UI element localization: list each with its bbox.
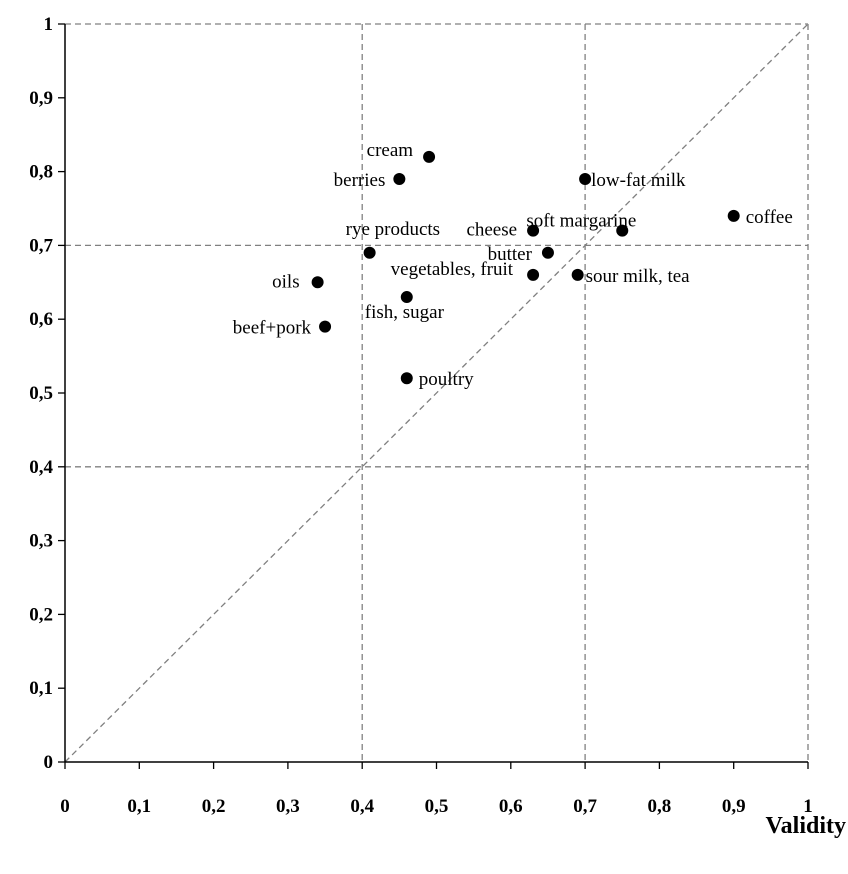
- x-axis-title: Validity: [766, 813, 846, 839]
- x-tick-label: 0,3: [276, 796, 300, 817]
- data-point: [319, 320, 332, 333]
- data-points: cream berries low-fat milk coffee soft marga…: [233, 140, 793, 390]
- y-tick-label: 0,6: [29, 309, 53, 330]
- data-point: [311, 276, 324, 289]
- y-tick-label: 0,9: [29, 88, 53, 109]
- y-tick-label: 0: [44, 752, 54, 773]
- x-tick-label: 0,4: [350, 796, 374, 817]
- point-label: coffee: [746, 207, 793, 228]
- point-label: poultry: [419, 369, 474, 390]
- x-tick-label: 0,7: [573, 796, 597, 817]
- data-point: [400, 372, 413, 385]
- reference-lines: [64, 23, 809, 763]
- y-tick-label: 0,7: [29, 235, 53, 256]
- data-point: [393, 172, 406, 185]
- data-point: [527, 268, 540, 281]
- data-point: [579, 172, 592, 185]
- data-point: [423, 150, 436, 163]
- data-point: [541, 246, 554, 259]
- y-tick-label: 0,2: [29, 604, 53, 625]
- ref-diagonal: [64, 23, 809, 763]
- data-point: [571, 268, 584, 281]
- point-label: vegetables, fruit: [391, 259, 514, 280]
- point-label: low-fat milk: [591, 170, 686, 191]
- data-point: [527, 224, 540, 237]
- x-tick-label: 0,2: [202, 796, 226, 817]
- y-tick-label: 0,1: [29, 678, 53, 699]
- y-tick-label: 1: [44, 14, 54, 35]
- x-tick-label: 0,5: [425, 796, 449, 817]
- point-label: oils: [272, 271, 299, 292]
- y-tick-label: 0,4: [29, 457, 53, 478]
- point-label: fish, sugar: [365, 302, 445, 323]
- x-tick-label: 1: [803, 796, 813, 817]
- point-label: soft margarine: [526, 211, 636, 232]
- point-label: cream: [367, 140, 414, 161]
- x-tick-label: 0,1: [127, 796, 151, 817]
- x-tick-label: 0: [60, 796, 70, 817]
- data-point: [616, 224, 629, 237]
- data-point: [363, 246, 376, 259]
- point-label: berries: [334, 170, 386, 191]
- y-tick-label: 0,5: [29, 383, 53, 404]
- point-label: cheese: [466, 220, 517, 241]
- y-tick-label: 0,3: [29, 531, 53, 552]
- data-point: [727, 209, 740, 222]
- point-label: sour milk, tea: [586, 266, 691, 287]
- point-label: butter: [488, 244, 533, 265]
- x-tick-label: 0,8: [648, 796, 672, 817]
- y-tick-label: 0,8: [29, 162, 53, 183]
- y-axis-ticks: 0 0,1 0,2 0,3 0,4 0,5 0,6 0,7 0,8 0,9 1: [29, 14, 65, 773]
- point-label: beef+pork: [233, 318, 312, 339]
- data-point: [400, 291, 413, 304]
- point-label: rye products: [346, 219, 440, 240]
- x-axis-ticks: 0 0,1 0,2 0,3 0,4 0,5 0,6 0,7 0,8 0,9 1: [60, 762, 813, 817]
- x-tick-label: 0,6: [499, 796, 523, 817]
- x-tick-label: 0,9: [722, 796, 746, 817]
